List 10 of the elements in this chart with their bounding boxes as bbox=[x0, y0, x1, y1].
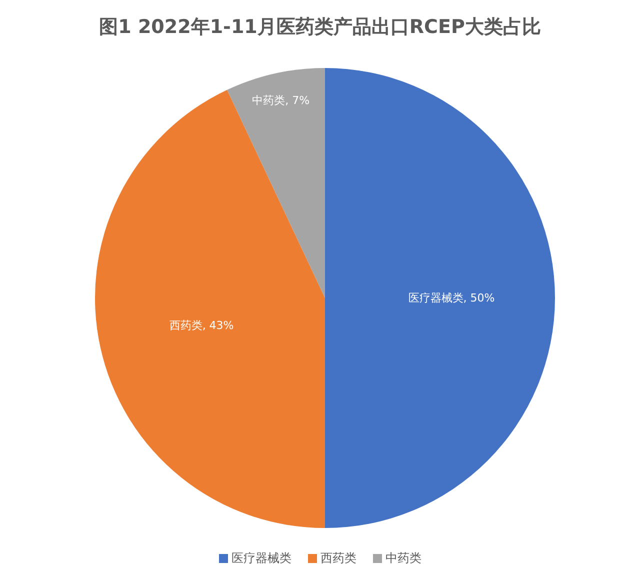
chart-title: 图1 2022年1-11月医药类产品出口RCEP大类占比 bbox=[98, 15, 542, 40]
pie-slice bbox=[95, 90, 325, 528]
legend-label: 中药类 bbox=[386, 550, 422, 567]
data-label: 医疗器械类, 50% bbox=[408, 292, 495, 304]
pie-slice bbox=[325, 68, 555, 528]
pie-slice bbox=[227, 68, 325, 298]
data-label: 中药类, 7% bbox=[252, 94, 310, 107]
legend-label: 医疗器械类 bbox=[232, 550, 292, 567]
data-label: 西药类, 43% bbox=[169, 319, 234, 332]
legend-label: 西药类 bbox=[320, 550, 356, 567]
